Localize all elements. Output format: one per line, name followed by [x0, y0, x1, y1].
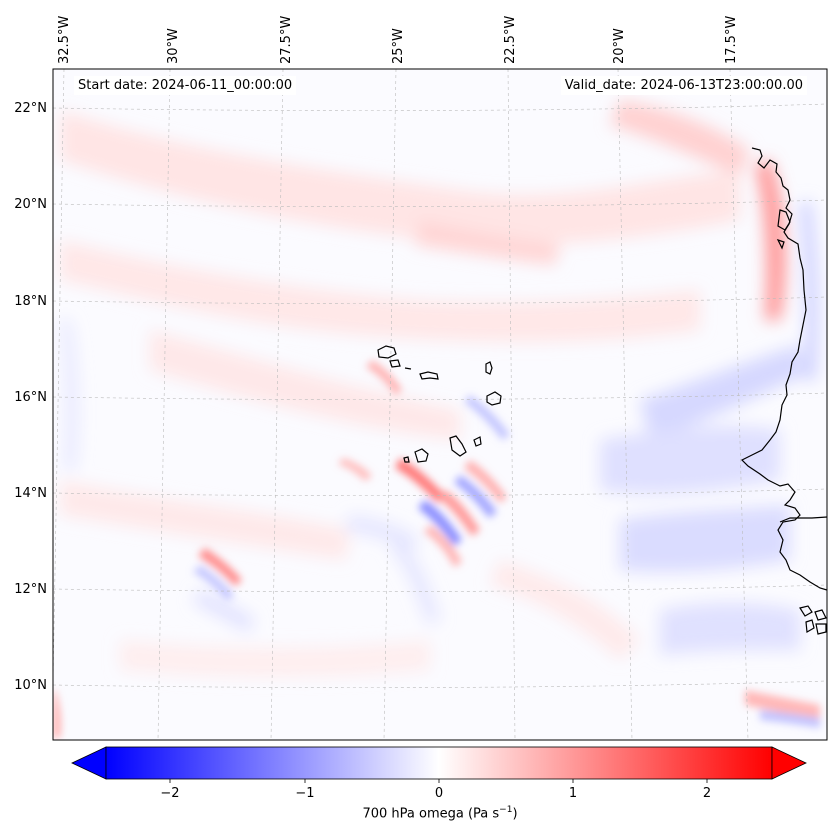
meridian-17.5W	[729, 69, 749, 740]
colorbar-extend-max	[771, 746, 807, 780]
colorbar-tick-label: 2	[703, 786, 711, 801]
lat-tick-label: 22°N	[14, 101, 47, 116]
colorbar-tick-label: 0	[435, 786, 443, 801]
lon-tick-label: 32.5°W	[57, 16, 72, 64]
map-frame	[52, 68, 828, 741]
colorbar-title-exponent: −1	[499, 805, 513, 815]
meridian-27.5W	[270, 69, 284, 740]
senegal-notch	[779, 516, 827, 523]
lat-tick-label: 14°N	[14, 486, 47, 501]
maio	[473, 436, 482, 447]
santa-luzia	[404, 367, 412, 370]
meridian-32.5W	[53, 69, 65, 701]
meridian-20W	[617, 69, 633, 740]
lon-tick-label: 25°W	[391, 28, 406, 64]
colorbar-tick-label: −1	[295, 786, 314, 801]
colorbar-title-close: )	[512, 806, 518, 822]
sal	[485, 361, 493, 375]
coastlines	[377, 147, 827, 635]
sao-nicolau	[419, 371, 439, 380]
lon-tick-label: 22.5°W	[503, 16, 518, 64]
meridian-22.5W	[507, 69, 516, 740]
colorbar-ticks	[169, 779, 708, 783]
gridlines	[53, 69, 827, 740]
parallel-20N	[53, 199, 827, 207]
lat-tick-label: 10°N	[14, 678, 47, 693]
map-area[interactable]	[52, 69, 827, 740]
coast-islets	[776, 209, 791, 250]
fogo	[414, 448, 429, 463]
boa-vista	[486, 391, 502, 406]
lat-tick-label: 20°N	[14, 197, 47, 212]
lon-tick-label: 30°W	[166, 28, 181, 64]
lat-tick-labels: 22°N 20°N 18°N 16°N 14°N 12°N 10°N	[14, 101, 47, 693]
parallel-10N	[53, 680, 827, 688]
lat-tick-label: 18°N	[14, 294, 47, 309]
colorbar-tick-label: 1	[569, 786, 577, 801]
start-date-label: Start date: 2024-06-11_00:00:00	[74, 76, 297, 95]
colorbar-tick-label: −2	[160, 786, 179, 801]
lon-tick-label: 27.5°W	[279, 16, 294, 64]
sao-vicente	[389, 359, 401, 368]
santiago	[449, 435, 467, 457]
lat-tick-label: 12°N	[14, 582, 47, 597]
parallel-14N	[53, 488, 827, 496]
parallel-16N	[53, 392, 827, 400]
colorbar: −2 −1 0 1 2	[71, 746, 807, 801]
brava	[403, 456, 410, 463]
omega-field	[60, 100, 818, 678]
colorbar-body	[105, 746, 773, 780]
lon-tick-labels: 32.5°W 30°W 27.5°W 25°W 22.5°W 20°W 17.5…	[57, 16, 739, 64]
colorbar-extend-min	[71, 746, 107, 780]
bissagos	[799, 605, 827, 635]
lon-tick-label: 17.5°W	[724, 16, 739, 64]
meridian-25W	[383, 69, 397, 740]
africa-coastline	[740, 147, 827, 591]
parallel-12N	[53, 584, 827, 592]
island-waves	[53, 360, 820, 738]
valid-date-label: Valid_date: 2024-06-13T23:00:00.00	[560, 76, 807, 95]
lat-tick-label: 16°N	[14, 390, 47, 405]
lon-tick-label: 20°W	[612, 28, 627, 64]
colorbar-title: 700 hPa omega (Pa s−1)	[0, 805, 837, 821]
santo-antao	[377, 345, 397, 359]
parallel-18N	[53, 296, 827, 304]
parallel-22N	[53, 103, 827, 111]
meridian-30W	[157, 69, 171, 740]
colorbar-title-text: 700 hPa omega (Pa s	[362, 806, 500, 822]
